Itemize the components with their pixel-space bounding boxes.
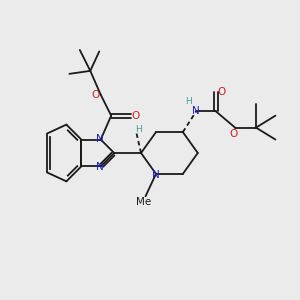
- Text: O: O: [230, 129, 238, 139]
- Text: Me: Me: [136, 197, 152, 207]
- Text: H: H: [185, 97, 192, 106]
- Text: N: N: [96, 134, 104, 144]
- Text: N: N: [96, 162, 104, 172]
- Text: O: O: [132, 111, 140, 121]
- Text: N: N: [152, 170, 160, 180]
- Text: O: O: [91, 90, 100, 100]
- Text: N: N: [192, 106, 200, 116]
- Text: H: H: [136, 125, 142, 134]
- Text: O: O: [217, 87, 225, 97]
